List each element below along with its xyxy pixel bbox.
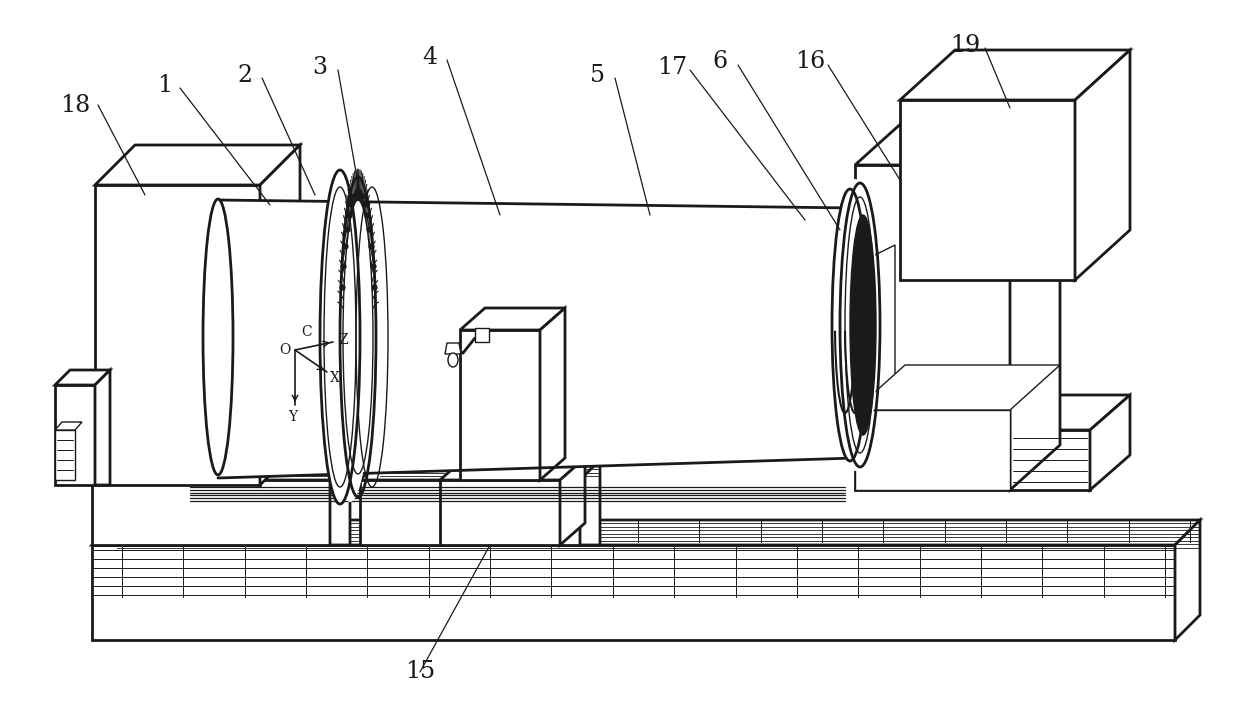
Text: 17: 17 — [657, 57, 688, 79]
Polygon shape — [55, 422, 82, 430]
Text: Z: Z — [338, 333, 348, 347]
Polygon shape — [540, 308, 565, 480]
Polygon shape — [1010, 120, 1061, 490]
Polygon shape — [445, 343, 461, 354]
Text: 16: 16 — [795, 50, 825, 74]
Text: 1: 1 — [157, 74, 172, 96]
Polygon shape — [92, 480, 330, 545]
Ellipse shape — [325, 187, 356, 487]
Polygon shape — [560, 458, 585, 545]
Text: C: C — [301, 325, 312, 339]
Polygon shape — [855, 120, 1061, 165]
Polygon shape — [330, 460, 349, 545]
Text: 19: 19 — [950, 33, 980, 57]
Polygon shape — [1010, 430, 1090, 490]
Polygon shape — [361, 460, 600, 480]
Polygon shape — [900, 50, 1130, 100]
Polygon shape — [92, 520, 1201, 545]
Polygon shape — [95, 185, 260, 485]
Text: O: O — [279, 343, 291, 357]
Polygon shape — [460, 330, 540, 480]
Ellipse shape — [850, 215, 876, 435]
Ellipse shape — [320, 170, 361, 504]
Polygon shape — [95, 145, 300, 185]
Polygon shape — [92, 545, 1175, 640]
Polygon shape — [92, 460, 349, 480]
Polygon shape — [1075, 50, 1130, 280]
Ellipse shape — [843, 208, 867, 458]
Polygon shape — [440, 480, 560, 545]
Ellipse shape — [449, 353, 458, 367]
Polygon shape — [218, 200, 855, 478]
Text: 18: 18 — [59, 94, 90, 116]
Polygon shape — [55, 370, 110, 385]
Polygon shape — [1010, 395, 1130, 430]
Polygon shape — [855, 410, 1010, 490]
Text: 2: 2 — [238, 64, 253, 86]
Polygon shape — [900, 100, 1075, 280]
Ellipse shape — [833, 179, 878, 471]
Text: 15: 15 — [405, 661, 435, 683]
Polygon shape — [95, 370, 110, 485]
Polygon shape — [460, 308, 565, 330]
Ellipse shape — [327, 172, 373, 502]
Text: 3: 3 — [312, 57, 327, 79]
Polygon shape — [475, 328, 489, 342]
Polygon shape — [55, 430, 76, 480]
Polygon shape — [580, 460, 600, 545]
Text: 5: 5 — [591, 64, 606, 86]
Polygon shape — [855, 165, 1010, 490]
Polygon shape — [1175, 520, 1201, 640]
Text: 4: 4 — [422, 47, 437, 69]
Polygon shape — [55, 385, 95, 485]
Polygon shape — [440, 458, 585, 480]
Polygon shape — [855, 365, 1061, 410]
Text: X: X — [330, 371, 339, 385]
Ellipse shape — [203, 199, 233, 475]
Text: 6: 6 — [712, 50, 727, 74]
Polygon shape — [1090, 395, 1130, 490]
Polygon shape — [361, 480, 580, 545]
Text: Y: Y — [289, 410, 297, 424]
Polygon shape — [260, 145, 300, 485]
Polygon shape — [855, 245, 895, 410]
